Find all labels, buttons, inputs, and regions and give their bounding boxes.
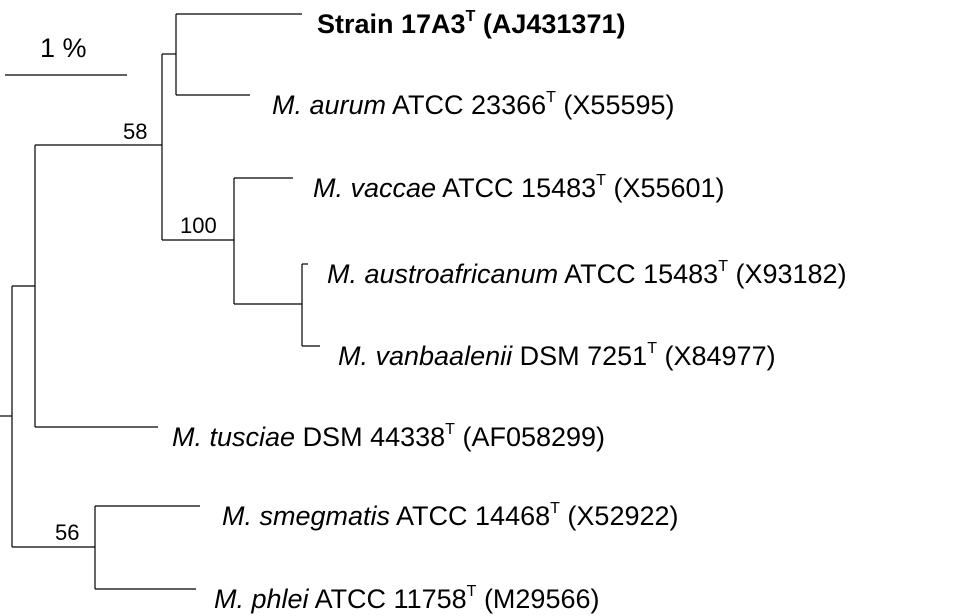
bootstrap-56: 56	[55, 520, 79, 545]
bootstrap-58: 58	[123, 119, 147, 144]
taxon-label-m-tusciae: M. tusciae DSM 44338T (AF058299)	[172, 421, 605, 452]
taxon-label-strain-17a3: Strain 17A3T (AJ431371)	[317, 8, 625, 39]
taxon-label-m-vaccae: M. vaccae ATCC 15483T (X55601)	[313, 172, 725, 203]
taxon-label-m-smegmatis: M. smegmatis ATCC 14468T (X52922)	[222, 500, 679, 531]
taxon-label-m-austroafricanum: M. austroafricanum ATCC 15483T (X93182)	[327, 258, 847, 289]
taxon-label-m-vanbaalenii: M. vanbaalenii DSM 7251T (X84977)	[338, 340, 776, 371]
taxon-label-m-phlei: M. phlei ATCC 11758T (M29566)	[214, 583, 600, 614]
scale-bar-label: 1 %	[40, 33, 87, 63]
taxon-label-m-aurum: M. aurum ATCC 23366T (X55595)	[272, 89, 675, 120]
bootstrap-100: 100	[180, 213, 217, 238]
